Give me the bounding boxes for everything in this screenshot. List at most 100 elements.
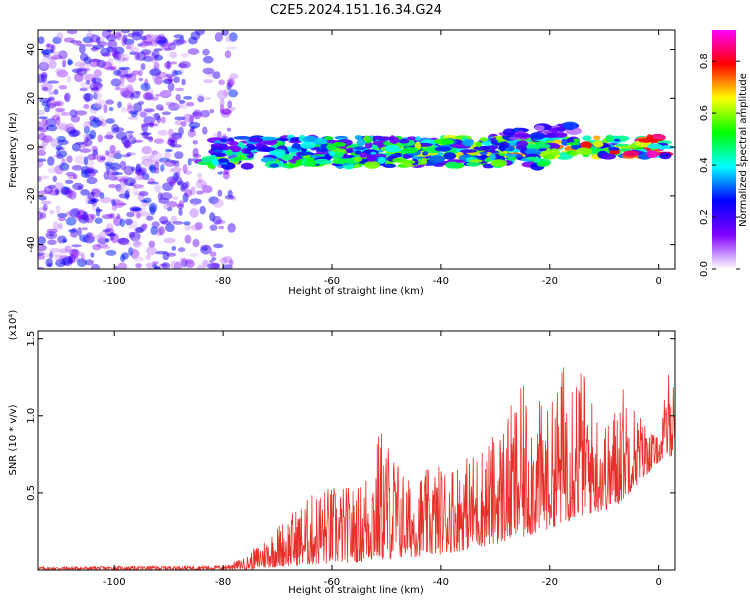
heatmap-cell — [74, 215, 83, 221]
heatmap-cell — [160, 116, 166, 124]
heatmap-cell — [199, 205, 206, 215]
heatmap-cell — [192, 201, 197, 207]
heatmap-cell — [52, 175, 57, 183]
y-tick-label: 0 — [26, 144, 37, 150]
heatmap-cell — [113, 46, 125, 55]
snr-x-axis-label: Height of straight line (km) — [288, 585, 424, 596]
heatmap-cell — [125, 84, 134, 94]
heatmap-cell — [81, 85, 92, 90]
heatmap-cell — [43, 185, 54, 195]
heatmap-cell — [141, 223, 148, 229]
heatmap-cell — [175, 103, 184, 109]
heatmap-cell — [210, 143, 228, 149]
heatmap-cell — [170, 260, 180, 269]
heatmap-cell — [490, 159, 508, 168]
heatmap-cell — [132, 139, 144, 143]
heatmap-cell — [121, 90, 134, 99]
heatmap-cell — [105, 118, 115, 124]
heatmap-cell — [87, 30, 92, 33]
heatmap-cell — [158, 197, 170, 204]
heatmap-cell — [569, 151, 579, 157]
heatmap-cell — [48, 233, 54, 237]
heatmap-cell — [38, 158, 47, 162]
heatmap-cell — [231, 145, 242, 153]
heatmap-cell — [55, 258, 66, 268]
heatmap-cell — [153, 138, 165, 144]
heatmap-cell — [172, 38, 184, 46]
heatmap-cell — [170, 140, 176, 148]
heatmap-cell — [52, 36, 62, 45]
heatmap-cell — [167, 78, 174, 83]
heatmap-cell — [163, 61, 172, 69]
heatmap-cell — [187, 158, 192, 166]
heatmap-cell — [151, 50, 160, 59]
heatmap-cell — [38, 236, 46, 245]
heatmap-cell — [200, 183, 207, 188]
heatmap-cell — [40, 62, 46, 69]
heatmap-cell — [502, 128, 516, 136]
heatmap-cell — [105, 34, 117, 42]
heatmap-cell — [153, 113, 161, 121]
heatmap-cell — [219, 98, 225, 108]
heatmap-cell — [189, 114, 194, 125]
heatmap-cell — [106, 233, 117, 237]
heatmap-cell — [233, 136, 252, 140]
heatmap-cell — [127, 152, 137, 156]
heatmap-cell — [200, 244, 212, 255]
heatmap-cell — [101, 61, 113, 70]
x-tick-label: -80 — [215, 577, 231, 588]
heatmap-cell — [49, 251, 54, 259]
heatmap-cell — [91, 202, 97, 212]
heatmap-cell — [147, 33, 155, 38]
heatmap-cell — [473, 145, 491, 151]
heatmap-cell — [41, 253, 52, 258]
x-tick-label: -40 — [433, 276, 449, 287]
heatmap-cell — [127, 116, 139, 120]
heatmap-cell — [135, 240, 142, 246]
heatmap-cell — [118, 237, 130, 245]
heatmap-cell — [58, 50, 68, 60]
heatmap-cell — [183, 170, 193, 175]
heatmap-cell — [140, 223, 148, 230]
heatmap-cell — [273, 149, 286, 155]
heatmap-cell — [225, 149, 233, 156]
heatmap-cell — [55, 117, 61, 126]
heatmap-cell — [167, 138, 178, 147]
heatmap-cell — [41, 117, 48, 127]
heatmap-cell — [86, 177, 98, 185]
heatmap-cell — [141, 155, 153, 161]
heatmap-cell — [53, 51, 59, 56]
heatmap-cell — [119, 74, 125, 85]
heatmap-cell — [57, 213, 68, 218]
heatmap-cell — [123, 177, 136, 187]
heatmap-cell — [140, 82, 151, 91]
heatmap-cell — [566, 142, 580, 146]
heatmap-cell — [145, 262, 154, 269]
heatmap-cell — [209, 259, 214, 263]
heatmap-cell — [57, 223, 63, 230]
heatmap-cell — [121, 36, 127, 47]
heatmap-cell — [61, 111, 70, 117]
heatmap-cell — [85, 213, 94, 224]
heatmap-cell — [124, 190, 130, 200]
heatmap-cell — [125, 130, 134, 134]
heatmap-cell — [137, 100, 145, 105]
heatmap-cell — [105, 99, 114, 105]
heatmap-cell — [212, 71, 221, 79]
heatmap-cell — [228, 89, 239, 98]
heatmap-cell — [94, 91, 103, 101]
heatmap-cell — [133, 256, 145, 262]
heatmap-cell — [181, 182, 188, 190]
heatmap-cell — [124, 87, 135, 94]
heatmap-cell — [222, 255, 233, 264]
heatmap-cell — [211, 158, 220, 167]
heatmap-cell — [46, 228, 58, 234]
heatmap-cell — [79, 148, 92, 154]
heatmap-cell — [65, 123, 75, 132]
heatmap-cell — [105, 66, 116, 71]
heatmap-cell — [65, 211, 75, 215]
heatmap-cell — [38, 36, 45, 44]
heatmap-cell — [38, 124, 49, 133]
heatmap-cell — [154, 266, 162, 269]
heatmap-cell — [195, 179, 207, 189]
